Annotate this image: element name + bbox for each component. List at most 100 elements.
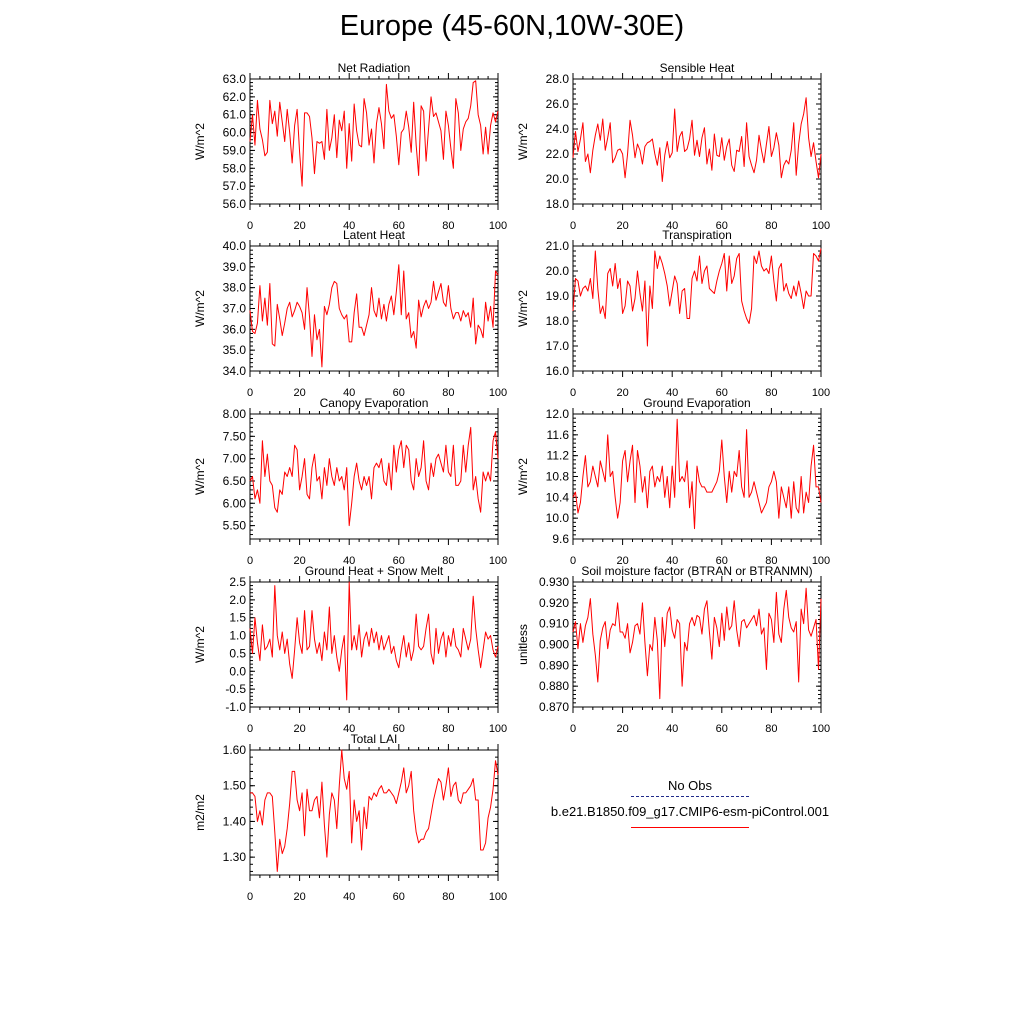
y-tick-label: 58.0 [223, 161, 247, 175]
y-tick-label: 0.920 [539, 596, 569, 610]
y-tick-label: 1.60 [223, 743, 247, 757]
chart-panel-7: Ground Heat + Snow Melt W/m^2 -1.0 -0.5 0.0 0… [193, 564, 507, 735]
legend-obs-label: No Obs [667, 778, 713, 793]
chart-title: Transpiration [662, 228, 732, 242]
y-tick-label: 6.00 [223, 496, 247, 510]
x-tick-label: 60 [393, 555, 405, 567]
y-tick-label: 11.6 [547, 428, 570, 442]
y-tick-label: 10.4 [546, 490, 570, 504]
x-tick-label: 100 [489, 555, 507, 567]
y-tick-label: 35.0 [223, 343, 247, 357]
x-tick-label: 80 [765, 387, 777, 399]
chart-panel-6: Ground Evaporation W/m^2 9.6 10.0 10.4 10.8 11… [516, 396, 830, 567]
x-tick-label: 100 [489, 387, 507, 399]
x-tick-label: 60 [393, 891, 405, 903]
series-line [249, 426, 499, 527]
y-tick-label: 0.880 [539, 679, 569, 693]
y-tick-label: 18.0 [546, 197, 570, 211]
y-tick-label: 38.0 [223, 281, 247, 295]
y-tick-label: -1.0 [225, 700, 246, 714]
y-tick-label: 1.50 [223, 779, 247, 793]
series-line [249, 581, 499, 701]
x-tick-label: 80 [765, 220, 777, 232]
x-tick-label: 100 [489, 723, 507, 735]
x-tick-label: 60 [393, 387, 405, 399]
y-tick-label: 0.930 [539, 575, 569, 589]
y-tick-label: 1.40 [223, 814, 247, 828]
y-tick-label: 34.0 [223, 364, 247, 378]
plot-frame [572, 581, 822, 708]
legend-case-line [631, 827, 749, 828]
y-tick-label: 2.0 [229, 593, 246, 607]
x-tick-label: 60 [716, 387, 728, 399]
y-axis-label: W/m^2 [193, 458, 207, 495]
plot-frame [249, 78, 499, 205]
x-tick-label: 0 [247, 891, 253, 903]
chart-title: Sensible Heat [660, 61, 735, 75]
x-tick-label: 80 [442, 555, 454, 567]
y-tick-label: 17.0 [546, 339, 570, 353]
legend: No Obs b.e21.B1850.f09_g17.CMIP6-esm-piC… [530, 778, 850, 828]
x-tick-label: 80 [442, 891, 454, 903]
y-tick-label: 62.0 [223, 90, 247, 104]
y-tick-label: 22.0 [546, 147, 570, 161]
x-tick-label: 20 [293, 387, 305, 399]
x-tick-label: 40 [343, 387, 355, 399]
x-tick-label: 100 [812, 555, 830, 567]
x-tick-label: 40 [343, 555, 355, 567]
y-tick-label: 36.0 [223, 322, 247, 336]
chart-panel-1: Net Radiation W/m^2 56.0 57.0 58.0 59.0 60.0 61… [193, 61, 507, 232]
x-tick-label: 60 [393, 723, 405, 735]
x-tick-label: 40 [666, 220, 678, 232]
x-tick-label: 100 [812, 220, 830, 232]
x-tick-label: 60 [716, 555, 728, 567]
y-tick-label: 20.0 [546, 172, 570, 186]
x-tick-label: 0 [570, 387, 576, 399]
x-tick-label: 0 [247, 555, 253, 567]
chart-panel-5: Canopy Evaporation W/m^2 5.50 6.00 6.50 7.00 7… [193, 396, 507, 567]
y-tick-label: 7.00 [223, 452, 247, 466]
y-tick-label: 2.5 [229, 575, 246, 589]
x-tick-label: 40 [343, 723, 355, 735]
legend-obs-line [631, 796, 749, 797]
x-tick-label: 100 [489, 220, 507, 232]
y-axis-label: unitless [516, 624, 530, 665]
y-axis-label: W/m^2 [193, 290, 207, 327]
x-tick-label: 80 [442, 387, 454, 399]
x-tick-label: 20 [293, 220, 305, 232]
y-tick-label: 12.0 [546, 407, 570, 421]
y-axis-label: m2/m2 [193, 794, 207, 831]
x-tick-label: 0 [247, 723, 253, 735]
y-tick-label: 21.0 [546, 239, 570, 253]
series-line [572, 248, 822, 347]
y-tick-label: 1.5 [229, 611, 246, 625]
x-tick-label: 60 [716, 220, 728, 232]
chart-title: Canopy Evaporation [320, 396, 429, 410]
y-tick-label: 20.0 [546, 264, 570, 278]
chart-panel-8: Soil moisture factor (BTRAN or BTRANMN) u… [516, 564, 830, 735]
y-tick-label: 28.0 [546, 72, 570, 86]
y-tick-label: 24.0 [546, 122, 570, 136]
y-tick-label: 10.8 [546, 470, 570, 484]
x-tick-label: 100 [812, 387, 830, 399]
x-tick-label: 40 [666, 555, 678, 567]
x-tick-label: 40 [343, 220, 355, 232]
x-tick-label: 0 [570, 220, 576, 232]
x-tick-label: 80 [765, 555, 777, 567]
x-tick-label: 20 [293, 723, 305, 735]
x-tick-label: 0 [247, 387, 253, 399]
y-tick-label: 18.0 [546, 314, 570, 328]
series-line [572, 418, 822, 530]
chart-title: Net Radiation [338, 61, 411, 75]
y-tick-label: 1.0 [229, 629, 246, 643]
x-tick-label: 100 [812, 723, 830, 735]
plot-frame [249, 749, 499, 876]
y-tick-label: 0.0 [229, 664, 246, 678]
x-tick-label: 20 [616, 555, 628, 567]
x-tick-label: 60 [393, 220, 405, 232]
chart-panel-2: Sensible Heat W/m^2 18.0 20.0 22.0 24.0 26.0 28… [516, 61, 830, 232]
x-tick-label: 40 [343, 891, 355, 903]
series-line [249, 264, 499, 368]
y-tick-label: 0.870 [539, 700, 569, 714]
y-tick-label: 60.0 [223, 126, 247, 140]
